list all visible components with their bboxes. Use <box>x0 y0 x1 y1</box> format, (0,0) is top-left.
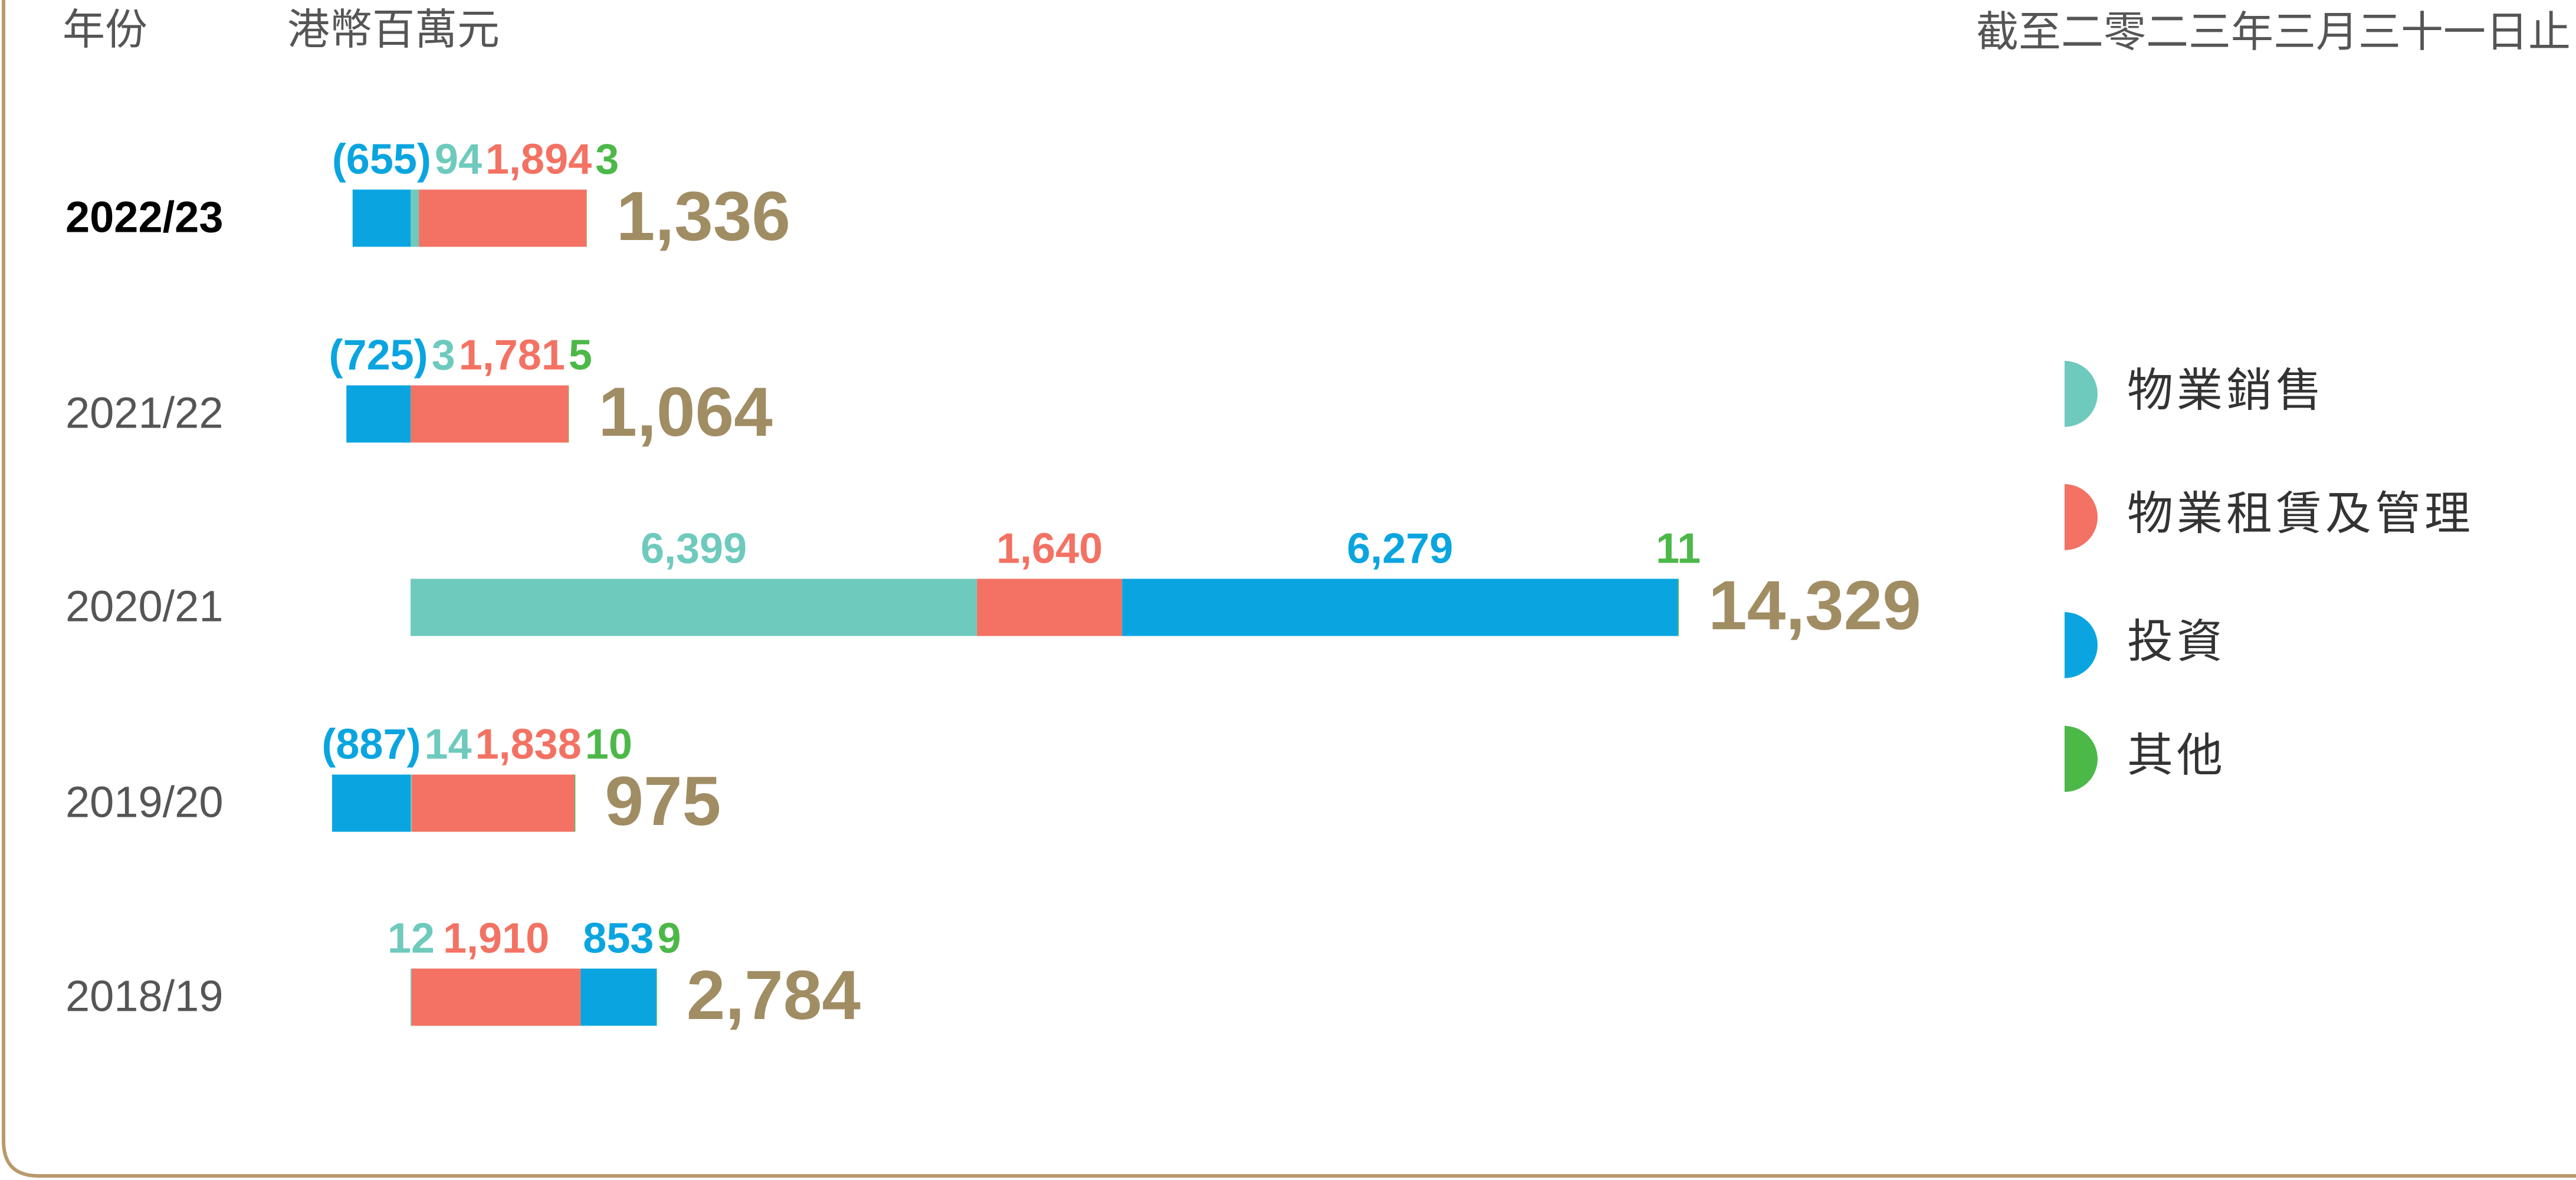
data-label: 1,640 <box>996 525 1102 573</box>
total-label: 975 <box>605 762 721 840</box>
data-label: 14 <box>425 721 472 768</box>
year-header: 年份 <box>63 6 147 54</box>
data-label: 9 <box>657 915 681 962</box>
total-label: 14,329 <box>1708 567 1921 645</box>
bar-segment <box>411 189 419 247</box>
legend-swatch <box>2065 612 2098 678</box>
total-label: 1,064 <box>598 373 772 451</box>
legend-label: 物業租賃及管理 <box>2127 488 2474 540</box>
legend-label: 物業銷售 <box>2127 364 2325 416</box>
y-tick-label: 2019/20 <box>65 778 224 827</box>
data-label: 6,399 <box>641 525 747 573</box>
data-label: 6,279 <box>1347 525 1453 573</box>
data-label: 3 <box>595 136 619 183</box>
bar-segment <box>1678 579 1679 636</box>
data-label: 1,894 <box>485 136 592 183</box>
data-label: 1,838 <box>475 721 582 768</box>
total-label: 1,336 <box>616 178 790 255</box>
total-label: 2,784 <box>687 957 861 1034</box>
legend-swatch <box>2065 361 2098 427</box>
bar-segment <box>1122 579 1678 636</box>
bar-segment <box>419 189 587 247</box>
bar-segment <box>411 968 412 1026</box>
y-tick-label: 2021/22 <box>65 389 224 438</box>
bar-segment <box>580 968 657 1026</box>
bar-segment <box>346 385 411 443</box>
bar-segment <box>977 579 1123 636</box>
y-tick-label: 2018/19 <box>65 972 224 1021</box>
legend-label: 其他 <box>2127 729 2226 781</box>
bar-segment <box>412 774 575 832</box>
bar-segment <box>586 189 587 247</box>
data-label: 5 <box>569 332 592 379</box>
y-tick-label: 2022/23 <box>65 193 224 242</box>
data-label: 12 <box>388 915 435 962</box>
bar-segment <box>656 968 657 1026</box>
data-label: 3 <box>432 332 455 379</box>
data-label: 853 <box>583 915 654 962</box>
data-label: 10 <box>585 721 632 768</box>
legend-label: 投資 <box>2127 616 2226 668</box>
bar-segment <box>411 579 977 636</box>
data-label: (655) <box>332 136 431 183</box>
data-label: (887) <box>321 721 421 768</box>
bar-segment <box>574 774 576 832</box>
data-label: 1,781 <box>459 332 565 379</box>
bar-segment <box>332 774 411 832</box>
data-label: 11 <box>1656 525 1701 573</box>
bar-segment <box>411 774 412 832</box>
data-label: 94 <box>435 136 482 183</box>
bar-segment <box>411 385 569 443</box>
bar-segment <box>411 968 581 1026</box>
data-label: 1,910 <box>443 915 549 962</box>
legend-swatch <box>2065 726 2098 792</box>
unit-label: 港幣百萬元 <box>287 6 500 54</box>
legend-swatch <box>2065 484 2098 550</box>
bar-segment <box>352 189 411 247</box>
period-label: 截至二零二三年三月三十一日止 <box>1976 9 2571 56</box>
y-tick-label: 2020/21 <box>65 582 224 631</box>
data-label: (725) <box>329 332 428 379</box>
